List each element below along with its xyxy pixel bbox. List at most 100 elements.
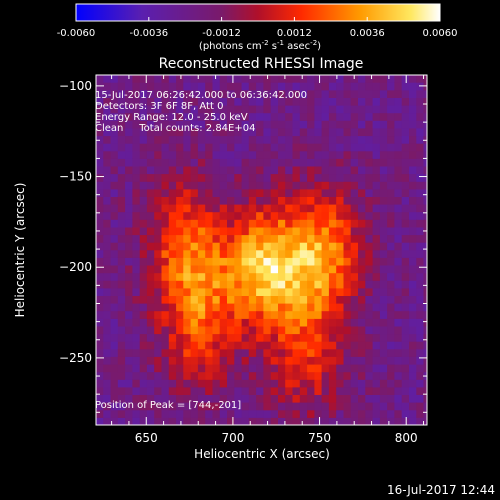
heatmap-cell xyxy=(183,242,192,251)
heatmap-cell xyxy=(343,371,352,380)
heatmap-cell xyxy=(416,75,425,83)
heatmap-cell xyxy=(96,135,104,144)
heatmap-cell xyxy=(132,394,141,403)
heatmap-cell xyxy=(110,181,119,190)
heatmap-cell xyxy=(278,333,286,342)
heatmap-cell xyxy=(103,105,112,114)
heatmap-cell xyxy=(190,105,199,114)
heatmap-cell xyxy=(263,341,272,350)
heatmap-cell xyxy=(168,173,177,182)
heatmap-cell xyxy=(379,341,388,350)
heatmap-cell xyxy=(423,204,427,213)
heatmap-cell xyxy=(103,181,112,190)
heatmap-cell xyxy=(183,188,192,197)
heatmap-cell xyxy=(263,227,272,236)
heatmap-cell xyxy=(154,97,162,106)
heatmap-cell xyxy=(409,150,417,159)
heatmap-cell xyxy=(117,188,126,197)
heatmap-cell xyxy=(365,409,374,418)
heatmap-cell xyxy=(416,173,425,182)
heatmap-cell xyxy=(205,265,213,274)
heatmap-cell xyxy=(205,219,213,228)
heatmap-cell xyxy=(321,272,330,281)
heatmap-cell xyxy=(154,75,162,83)
heatmap-cell xyxy=(176,333,184,342)
heatmap-cell xyxy=(125,280,133,289)
heatmap-cell xyxy=(190,356,199,365)
heatmap-cell xyxy=(307,341,315,350)
heatmap-cell xyxy=(212,326,221,335)
heatmap-cell xyxy=(270,181,279,190)
heatmap-cell xyxy=(350,227,359,236)
heatmap-cell xyxy=(110,211,119,220)
heatmap-cell xyxy=(219,75,228,83)
heatmap-cell xyxy=(241,227,250,236)
heatmap-cell xyxy=(168,112,177,121)
heatmap-cell xyxy=(365,97,374,106)
heatmap-cell xyxy=(285,234,293,243)
heatmap-cell xyxy=(117,120,126,129)
heatmap-cell xyxy=(183,371,192,380)
heatmap-cell xyxy=(227,364,235,373)
heatmap-cell xyxy=(197,402,206,411)
heatmap-cell xyxy=(103,318,112,327)
heatmap-cell xyxy=(96,234,104,243)
heatmap-cell xyxy=(241,341,250,350)
heatmap-cell xyxy=(307,120,315,129)
heatmap-cell xyxy=(248,196,257,205)
heatmap-cell xyxy=(219,227,228,236)
heatmap-cell xyxy=(248,89,257,98)
heatmap-cell xyxy=(103,287,112,296)
heatmap-cell xyxy=(190,265,199,274)
heatmap-cell xyxy=(292,211,301,220)
heatmap-cell xyxy=(241,409,250,418)
heatmap-cell xyxy=(321,75,330,83)
heatmap-cell xyxy=(321,249,330,258)
heatmap-cell xyxy=(146,89,155,98)
heatmap-cell xyxy=(409,143,417,152)
heatmap-cell xyxy=(299,295,308,304)
heatmap-cell xyxy=(132,249,141,258)
heatmap-cell xyxy=(314,82,323,91)
heatmap-cell xyxy=(350,394,359,403)
heatmap-cell xyxy=(278,234,286,243)
heatmap-cell xyxy=(416,348,425,357)
heatmap-cell xyxy=(219,272,228,281)
heatmap-cell xyxy=(394,318,403,327)
heatmap-cell xyxy=(401,303,410,312)
heatmap-cell xyxy=(168,257,177,266)
heatmap-cell xyxy=(96,188,104,197)
heatmap-cell xyxy=(146,181,155,190)
heatmap-cell xyxy=(328,173,337,182)
heatmap-cell xyxy=(176,326,184,335)
heatmap-cell xyxy=(270,417,279,425)
heatmap-cell xyxy=(350,89,359,98)
heatmap-cell xyxy=(285,143,293,152)
heatmap-cell xyxy=(117,112,126,121)
heatmap-cell xyxy=(168,158,177,167)
heatmap-cell xyxy=(379,257,388,266)
heatmap-cell xyxy=(234,150,243,159)
heatmap-cell xyxy=(248,150,257,159)
heatmap-cell xyxy=(365,196,374,205)
heatmap-cell xyxy=(394,135,403,144)
heatmap-cell xyxy=(125,409,133,418)
heatmap-cell xyxy=(176,75,184,83)
heatmap-cell xyxy=(292,219,301,228)
heatmap-cell xyxy=(96,356,104,365)
heatmap-cell xyxy=(256,135,264,144)
heatmap-cell xyxy=(176,310,184,319)
heatmap-cell xyxy=(299,272,308,281)
heatmap-cell xyxy=(263,188,272,197)
heatmap-cell xyxy=(117,326,126,335)
heatmap-cell xyxy=(365,417,374,425)
heatmap-cell xyxy=(299,112,308,121)
heatmap-cell xyxy=(263,204,272,213)
heatmap-cell xyxy=(241,379,250,388)
heatmap-cell xyxy=(190,135,199,144)
heatmap-cell xyxy=(336,364,344,373)
heatmap-cell xyxy=(205,341,213,350)
heatmap-cell xyxy=(270,82,279,91)
heatmap-cell xyxy=(314,386,323,395)
heatmap-cell xyxy=(292,166,301,175)
